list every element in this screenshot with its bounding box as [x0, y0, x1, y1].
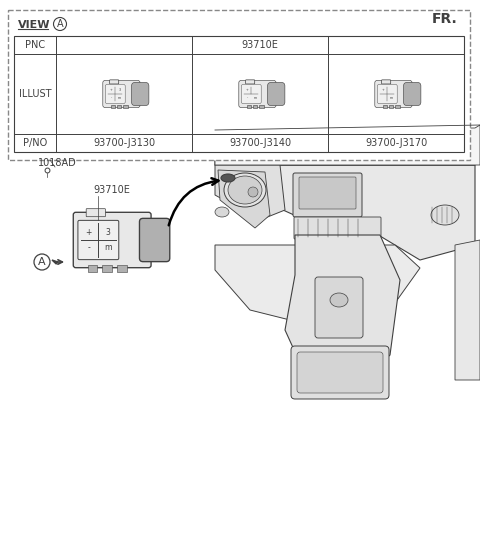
FancyBboxPatch shape [267, 83, 285, 105]
FancyBboxPatch shape [375, 80, 412, 107]
Ellipse shape [228, 176, 262, 204]
Text: 93700-J3140: 93700-J3140 [229, 138, 291, 148]
Polygon shape [215, 118, 475, 165]
FancyBboxPatch shape [299, 177, 356, 209]
FancyBboxPatch shape [239, 80, 276, 107]
Polygon shape [215, 125, 480, 165]
FancyBboxPatch shape [106, 84, 125, 104]
Ellipse shape [330, 293, 348, 307]
Text: 3: 3 [119, 89, 120, 93]
FancyBboxPatch shape [109, 80, 119, 84]
Ellipse shape [224, 173, 266, 207]
FancyBboxPatch shape [382, 80, 391, 84]
FancyBboxPatch shape [103, 80, 140, 107]
FancyBboxPatch shape [132, 83, 149, 105]
Text: FR.: FR. [432, 12, 458, 26]
Text: m: m [118, 95, 121, 100]
Text: A: A [38, 257, 46, 267]
Polygon shape [218, 170, 270, 228]
Text: VIEW: VIEW [18, 20, 50, 30]
Bar [389, 105, 393, 108]
Text: 93700-J3130: 93700-J3130 [93, 138, 155, 148]
FancyBboxPatch shape [293, 173, 362, 217]
Text: +: + [109, 89, 112, 93]
Bar [117, 105, 121, 108]
Text: m: m [254, 95, 257, 100]
Circle shape [248, 187, 258, 197]
Text: 93710E: 93710E [241, 40, 278, 50]
Text: +: + [382, 89, 384, 93]
Polygon shape [52, 260, 58, 264]
Text: 93710E: 93710E [93, 185, 130, 195]
Bar [247, 105, 251, 108]
Bar [14, 36, 464, 152]
Text: 3: 3 [106, 228, 110, 237]
Polygon shape [215, 165, 285, 220]
Polygon shape [285, 235, 400, 390]
Bar [383, 105, 387, 108]
Text: 1018AD: 1018AD [38, 158, 77, 168]
FancyBboxPatch shape [86, 209, 106, 217]
FancyBboxPatch shape [73, 212, 151, 268]
Bar [117, 265, 127, 271]
Bar [110, 105, 115, 108]
Text: -: - [246, 95, 248, 100]
Text: -: - [87, 244, 90, 253]
Text: -: - [110, 95, 112, 100]
Polygon shape [418, 18, 435, 28]
Bar [8, 10, 470, 160]
Ellipse shape [221, 174, 235, 182]
Bar [260, 105, 264, 108]
FancyBboxPatch shape [246, 80, 255, 84]
Text: 93700-J3170: 93700-J3170 [365, 138, 427, 148]
Bar [102, 265, 112, 271]
Polygon shape [215, 165, 475, 260]
Text: +: + [86, 228, 92, 237]
FancyBboxPatch shape [297, 352, 383, 393]
Text: m: m [390, 95, 393, 100]
Bar [396, 105, 400, 108]
FancyBboxPatch shape [140, 218, 170, 261]
Polygon shape [215, 245, 420, 325]
FancyBboxPatch shape [241, 84, 261, 104]
Ellipse shape [215, 207, 229, 217]
Bar [253, 105, 257, 108]
Ellipse shape [431, 205, 459, 225]
Text: +: + [246, 89, 249, 93]
FancyBboxPatch shape [291, 346, 389, 399]
Polygon shape [455, 240, 480, 380]
Bar [123, 105, 128, 108]
Bar [88, 265, 97, 271]
FancyBboxPatch shape [78, 220, 119, 260]
FancyBboxPatch shape [294, 217, 381, 239]
FancyBboxPatch shape [404, 83, 421, 105]
Text: ILLUST: ILLUST [19, 89, 51, 99]
Text: m: m [104, 244, 112, 253]
Text: A: A [57, 19, 63, 29]
FancyBboxPatch shape [315, 277, 363, 338]
Text: PNC: PNC [25, 40, 45, 50]
FancyBboxPatch shape [377, 84, 397, 104]
Text: P/NO: P/NO [23, 138, 47, 148]
